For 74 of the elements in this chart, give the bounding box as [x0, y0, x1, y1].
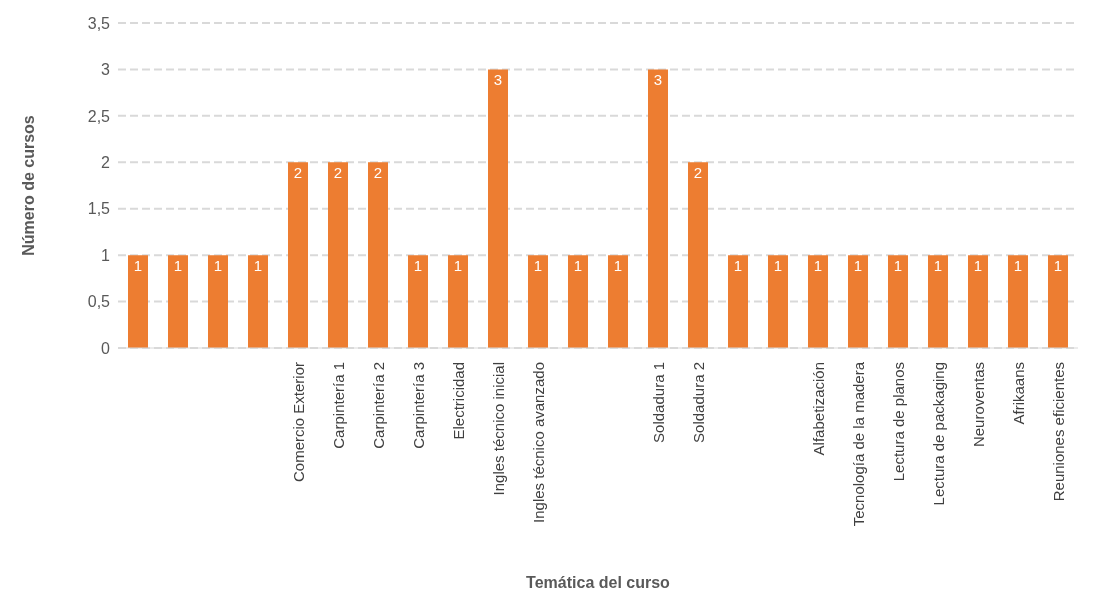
data-label: 1 [733, 256, 743, 274]
x-tick-label: Lectura de packaging [929, 362, 947, 506]
data-label: 1 [253, 256, 263, 274]
x-tick-label: Carpintería 1 [329, 362, 347, 449]
bar [1008, 255, 1028, 348]
data-label: 1 [1053, 256, 1063, 274]
y-tick-label: 2,5 [87, 107, 111, 125]
x-tick-label: Tecnología de la madera [849, 361, 867, 527]
bar [768, 255, 788, 348]
data-label: 1 [453, 256, 463, 274]
bar [208, 255, 228, 348]
data-label: 1 [573, 256, 583, 274]
bar [808, 255, 828, 348]
bar [648, 69, 668, 348]
data-label: 1 [133, 256, 143, 274]
bar [408, 255, 428, 348]
bar [368, 162, 388, 348]
data-label: 1 [853, 256, 863, 274]
bar [128, 255, 148, 348]
x-tick-label: Carpintería 3 [409, 362, 427, 449]
bar [968, 255, 988, 348]
bar [1048, 255, 1068, 348]
bar [848, 255, 868, 348]
data-label: 1 [933, 256, 943, 274]
x-tick-label: Lectura de planos [889, 362, 907, 482]
x-axis-title: Temática del curso [526, 574, 671, 591]
x-tick-label: Electricidad [449, 362, 467, 440]
data-label: 1 [1013, 256, 1023, 274]
data-label: 1 [973, 256, 983, 274]
x-tick-label: Neuroventas [969, 362, 987, 448]
y-axis-title: Número de cursos [19, 115, 37, 256]
data-label: 2 [293, 163, 303, 181]
data-label: 2 [333, 163, 343, 181]
bar [888, 255, 908, 348]
bar [928, 255, 948, 348]
bar [328, 162, 348, 348]
data-label: 1 [813, 256, 823, 274]
data-label: 2 [373, 163, 383, 181]
x-tick-label: Afrikaans [1009, 362, 1027, 425]
bar [448, 255, 468, 348]
x-tick-label: Carpintería 2 [369, 362, 387, 449]
bar [248, 255, 268, 348]
data-label: 1 [773, 256, 783, 274]
bar [168, 255, 188, 348]
bar [488, 69, 508, 348]
x-tick-label: Soldadura 2 [689, 362, 707, 443]
x-tick-label: Ingles técnico avanzado [529, 362, 547, 523]
data-label: 1 [213, 256, 223, 274]
bar [688, 162, 708, 348]
x-tick-label: Soldadura 1 [649, 362, 667, 443]
bar [728, 255, 748, 348]
x-tick-label: Reuniones eficientes [1049, 362, 1067, 502]
data-label: 1 [893, 256, 903, 274]
data-label: 1 [413, 256, 423, 274]
data-label: 1 [613, 256, 623, 274]
bar [608, 255, 628, 348]
y-tick-label: 3,5 [87, 14, 111, 32]
y-tick-label: 0 [101, 339, 111, 357]
y-tick-label: 1 [101, 246, 111, 264]
data-label: 2 [693, 163, 703, 181]
data-label: 3 [653, 71, 663, 89]
y-tick-label: 1,5 [87, 200, 111, 218]
x-tick-label: Ingles técnico inicial [489, 362, 507, 496]
x-tick-label: Comercio Exterior [289, 362, 307, 483]
bar [528, 255, 548, 348]
y-tick-label: 2 [101, 153, 111, 171]
x-tick-label: Alfabetización [809, 362, 827, 456]
bar [288, 162, 308, 348]
bar [568, 255, 588, 348]
data-label: 1 [533, 256, 543, 274]
y-tick-label: 0,5 [87, 293, 111, 311]
data-label: 1 [173, 256, 183, 274]
data-label: 3 [493, 71, 503, 89]
y-tick-label: 3 [101, 61, 111, 79]
